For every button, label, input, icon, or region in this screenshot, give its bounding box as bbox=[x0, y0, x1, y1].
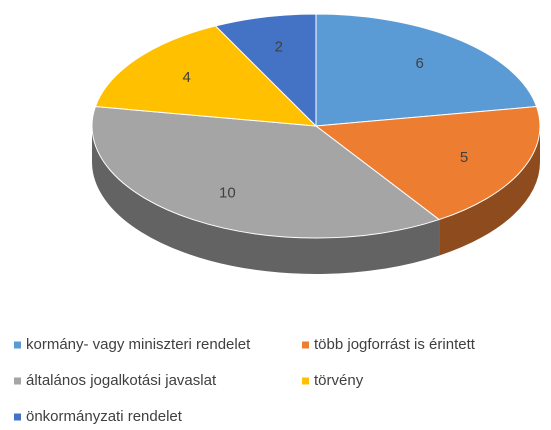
data-label: 2 bbox=[275, 39, 283, 56]
legend-label: önkormányzati rendelet bbox=[26, 408, 183, 425]
legend-swatch bbox=[14, 377, 21, 385]
data-label: 10 bbox=[219, 184, 236, 201]
legend-swatch bbox=[14, 341, 21, 349]
legend-swatch bbox=[14, 413, 21, 421]
legend-label: törvény bbox=[314, 372, 364, 389]
pie-slice bbox=[94, 25, 318, 127]
data-label: 6 bbox=[415, 55, 423, 72]
data-label: 5 bbox=[460, 149, 468, 166]
data-label: 4 bbox=[182, 69, 190, 86]
pie-slice bbox=[91, 106, 441, 239]
pie-side bbox=[439, 126, 540, 256]
legend-label: több jogforrást is érintett bbox=[314, 336, 476, 353]
legend-swatch bbox=[302, 341, 309, 349]
pie-slice bbox=[214, 13, 317, 128]
legend-label: kormány- vagy miniszteri rendelet bbox=[26, 336, 251, 353]
pie-slice bbox=[314, 106, 541, 221]
legend-label: általános jogalkotási javaslat bbox=[26, 372, 217, 389]
legend-swatch bbox=[302, 377, 309, 385]
pie-slice bbox=[315, 13, 538, 127]
